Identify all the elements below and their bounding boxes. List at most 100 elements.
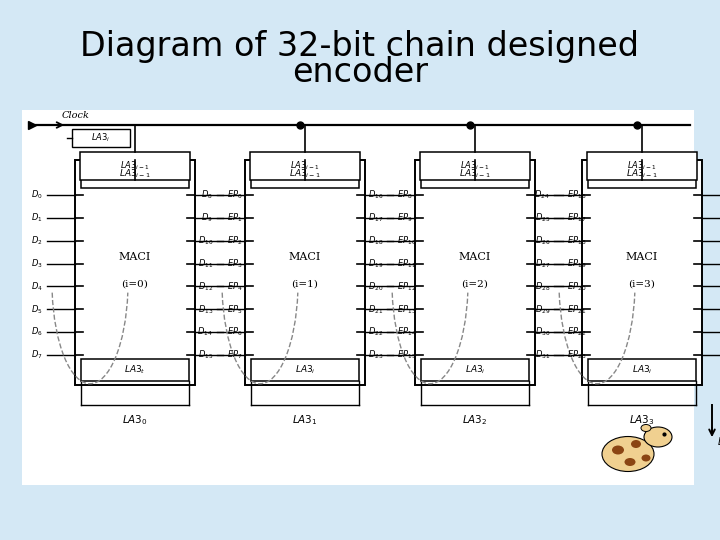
Text: $D_{31}$: $D_{31}$ bbox=[535, 349, 550, 361]
Bar bbox=[582, 160, 702, 385]
Ellipse shape bbox=[612, 446, 624, 455]
Text: $D_{0}$: $D_{0}$ bbox=[31, 189, 43, 201]
Text: $D_{1}$: $D_{1}$ bbox=[32, 212, 43, 224]
Bar bbox=[245, 160, 365, 385]
Text: $D_{11}$: $D_{11}$ bbox=[198, 258, 213, 270]
Text: $LA3_3$: $LA3_3$ bbox=[717, 435, 720, 449]
Text: $D_{29}$: $D_{29}$ bbox=[534, 303, 550, 315]
Bar bbox=[415, 160, 535, 385]
Text: $D_{27}$: $D_{27}$ bbox=[534, 258, 550, 270]
Text: $LA3_0$: $LA3_0$ bbox=[122, 413, 148, 427]
Bar bbox=[251, 359, 359, 381]
Bar bbox=[72, 129, 130, 147]
Ellipse shape bbox=[642, 455, 650, 462]
Text: $D_{14}$: $D_{14}$ bbox=[197, 326, 213, 339]
Bar bbox=[421, 359, 529, 381]
Text: $D_{8}$: $D_{8}$ bbox=[201, 189, 213, 201]
Text: $EP_{9}$: $EP_{9}$ bbox=[397, 212, 413, 224]
Text: $LA3_i$: $LA3_i$ bbox=[294, 364, 315, 376]
Text: $EP_{15}$: $EP_{15}$ bbox=[397, 349, 416, 361]
Text: (i=0): (i=0) bbox=[122, 279, 148, 288]
Text: $D_{15}$: $D_{15}$ bbox=[197, 349, 213, 361]
Bar bbox=[588, 359, 696, 381]
Text: $LA3_{i-1}$: $LA3_{i-1}$ bbox=[289, 168, 321, 180]
Text: $D_{3}$: $D_{3}$ bbox=[31, 258, 43, 270]
Text: $EP_{22}$: $EP_{22}$ bbox=[567, 326, 586, 339]
Text: $LA3_2$: $LA3_2$ bbox=[462, 413, 487, 427]
Ellipse shape bbox=[631, 440, 641, 448]
Text: $EP_{14}$: $EP_{14}$ bbox=[397, 326, 416, 339]
Text: $LA3_{i-1}$: $LA3_{i-1}$ bbox=[627, 160, 657, 172]
Text: $LA3_t$: $LA3_t$ bbox=[124, 364, 146, 376]
Bar bbox=[587, 152, 697, 180]
Text: MACI: MACI bbox=[626, 252, 658, 262]
Text: Clock: Clock bbox=[62, 111, 90, 119]
Text: $LA3_{i-1}$: $LA3_{i-1}$ bbox=[626, 168, 658, 180]
Text: $EP_{13}$: $EP_{13}$ bbox=[397, 303, 416, 315]
Text: $EP_{16}$: $EP_{16}$ bbox=[567, 189, 586, 201]
Text: $D_{13}$: $D_{13}$ bbox=[197, 303, 213, 315]
Text: $EP_{3}$: $EP_{3}$ bbox=[227, 258, 243, 270]
Text: $D_{10}$: $D_{10}$ bbox=[197, 234, 213, 247]
Text: $EP_{19}$: $EP_{19}$ bbox=[567, 258, 586, 270]
Text: $EP_{6}$: $EP_{6}$ bbox=[227, 326, 243, 339]
Text: $D_{22}$: $D_{22}$ bbox=[368, 326, 383, 339]
Text: $D_{7}$: $D_{7}$ bbox=[31, 349, 43, 361]
Bar bbox=[250, 152, 360, 180]
Text: $D_{6}$: $D_{6}$ bbox=[31, 326, 43, 339]
Ellipse shape bbox=[644, 427, 672, 447]
Text: $D_{20}$: $D_{20}$ bbox=[367, 280, 383, 293]
Text: $D_{2}$: $D_{2}$ bbox=[32, 234, 43, 247]
Bar bbox=[251, 160, 359, 188]
Text: $D_{12}$: $D_{12}$ bbox=[198, 280, 213, 293]
Text: (i=1): (i=1) bbox=[292, 279, 318, 288]
Bar bbox=[81, 160, 189, 188]
Text: $EP_{0}$: $EP_{0}$ bbox=[227, 189, 243, 201]
Text: $D_{30}$: $D_{30}$ bbox=[534, 326, 550, 339]
Bar bbox=[420, 152, 530, 180]
Text: $LA3_3$: $LA3_3$ bbox=[629, 413, 654, 427]
Text: MACI: MACI bbox=[459, 252, 491, 262]
Text: $D_{17}$: $D_{17}$ bbox=[368, 212, 383, 224]
Text: MACI: MACI bbox=[119, 252, 151, 262]
Text: $EP_{12}$: $EP_{12}$ bbox=[397, 280, 416, 293]
Text: $EP_{18}$: $EP_{18}$ bbox=[567, 234, 586, 247]
Text: (i=2): (i=2) bbox=[462, 279, 488, 288]
Bar bbox=[81, 359, 189, 381]
Text: $EP_{11}$: $EP_{11}$ bbox=[397, 258, 416, 270]
Text: $EP_{1}$: $EP_{1}$ bbox=[227, 212, 243, 224]
Text: $LA3_{i-1}$: $LA3_{i-1}$ bbox=[120, 160, 150, 172]
Ellipse shape bbox=[624, 458, 636, 466]
Text: $LA3_{i-1}$: $LA3_{i-1}$ bbox=[459, 168, 491, 180]
Bar bbox=[588, 160, 696, 188]
Text: $EP_{2}$: $EP_{2}$ bbox=[227, 234, 243, 247]
Text: $LA3_{i-1}$: $LA3_{i-1}$ bbox=[460, 160, 490, 172]
Text: $EP_{10}$: $EP_{10}$ bbox=[397, 234, 416, 247]
Text: $D_{28}$: $D_{28}$ bbox=[534, 280, 550, 293]
Text: $LA3_1$: $LA3_1$ bbox=[292, 413, 318, 427]
Text: $D_{5}$: $D_{5}$ bbox=[32, 303, 43, 315]
Ellipse shape bbox=[602, 436, 654, 471]
Text: $EP_{4}$: $EP_{4}$ bbox=[227, 280, 243, 293]
Text: encoder: encoder bbox=[292, 56, 428, 89]
Text: $LA3_{i-1}$: $LA3_{i-1}$ bbox=[119, 168, 151, 180]
Text: $D_{26}$: $D_{26}$ bbox=[534, 234, 550, 247]
Text: (i=3): (i=3) bbox=[629, 279, 655, 288]
Ellipse shape bbox=[641, 424, 651, 431]
Text: $EP_{5}$: $EP_{5}$ bbox=[227, 303, 243, 315]
Text: $EP_{20}$: $EP_{20}$ bbox=[567, 280, 586, 293]
Text: $D_{21}$: $D_{21}$ bbox=[368, 303, 383, 315]
Text: $EP_{8}$: $EP_{8}$ bbox=[397, 189, 413, 201]
Text: $D_{9}$: $D_{9}$ bbox=[201, 212, 213, 224]
Text: $D_{23}$: $D_{23}$ bbox=[367, 349, 383, 361]
Text: $LA3_{i-1}$: $LA3_{i-1}$ bbox=[290, 160, 320, 172]
Text: $D_{16}$: $D_{16}$ bbox=[367, 189, 383, 201]
Text: $EP_{17}$: $EP_{17}$ bbox=[567, 212, 586, 224]
Text: $EP_{23}$: $EP_{23}$ bbox=[567, 349, 586, 361]
Text: $D_{4}$: $D_{4}$ bbox=[31, 280, 43, 293]
Text: $D_{18}$: $D_{18}$ bbox=[367, 234, 383, 247]
Text: MACI: MACI bbox=[289, 252, 321, 262]
Bar bbox=[421, 160, 529, 188]
Text: $LA3_i$: $LA3_i$ bbox=[464, 364, 485, 376]
Text: $D_{24}$: $D_{24}$ bbox=[534, 189, 550, 201]
